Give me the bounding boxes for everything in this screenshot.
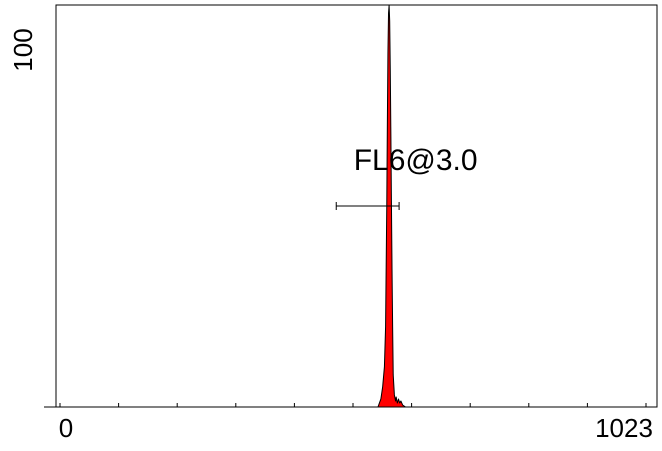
annotation-layer	[335, 202, 400, 210]
x-tick-label-max: 1023	[595, 413, 653, 443]
y-tick-label-max: 100	[8, 28, 38, 71]
series-layer	[55, 4, 658, 408]
gate-annotation-label: FL6@3.0	[354, 144, 478, 177]
histogram-series	[55, 4, 658, 408]
x-tick-label-min: 0	[59, 413, 73, 443]
x-axis-ticks	[59, 403, 647, 407]
